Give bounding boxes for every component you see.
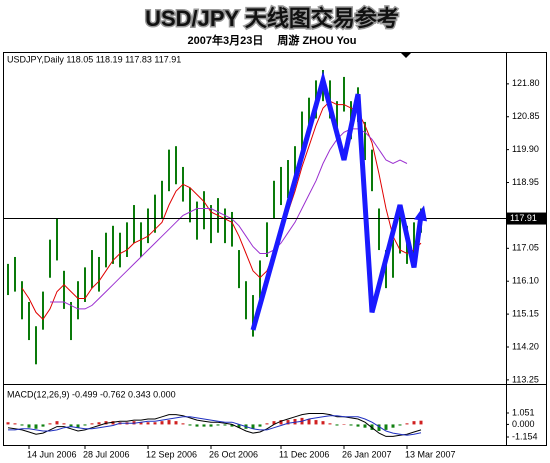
macd-bar	[48, 423, 52, 425]
y-tick-label: 120.85	[512, 111, 540, 121]
x-tick-label: 13 Mar 2007	[405, 449, 456, 459]
macd-bar	[251, 424, 255, 429]
macd-bar	[265, 423, 269, 425]
macd-bar	[398, 424, 402, 426]
chart-title-shadow: USD/JPY 天线图交易参考	[145, 6, 399, 31]
macd-bar	[34, 424, 38, 429]
y-tick-label: 119.90	[512, 144, 539, 154]
macd-bar	[139, 422, 143, 425]
macd-bar	[97, 422, 101, 425]
shift-marker	[401, 53, 411, 58]
macd-bar	[90, 423, 94, 425]
macd-bar	[405, 423, 409, 425]
x-tick-label: 26 Oct 2006	[209, 449, 258, 459]
macd-bar	[384, 424, 388, 430]
macd-bar	[132, 421, 136, 425]
macd-bar	[419, 420, 423, 425]
x-tick-label: 11 Dec 2006	[279, 449, 329, 459]
macd-bar	[174, 421, 178, 425]
moving-average	[50, 128, 408, 310]
macd-bar	[20, 424, 24, 426]
macd-bar	[230, 424, 234, 427]
macd-bar	[27, 424, 31, 428]
macd-bar	[160, 421, 164, 425]
macd-bar	[335, 424, 339, 426]
y-tick-label: 121.80	[512, 78, 540, 88]
macd-bar	[202, 424, 206, 427]
y-tick-label: 117.05	[512, 243, 539, 253]
macd-bar	[356, 424, 360, 427]
macd-bar	[321, 421, 325, 425]
macd-line	[7, 413, 422, 437]
current-price-box	[507, 212, 546, 225]
x-tick-label: 26 Jan 2007	[342, 449, 392, 459]
macd-bar	[237, 424, 241, 428]
macd-bar	[181, 423, 185, 425]
macd-bar	[328, 423, 332, 425]
macd-bar	[272, 421, 276, 425]
macd-bar	[412, 421, 416, 425]
y-tick-label: 115.15	[512, 308, 539, 318]
macd-bar	[167, 420, 171, 425]
macd-label: MACD(12,26,9) -0.499 -0.762 0.343 0.000	[7, 389, 176, 399]
y2-tick-label: 0.000	[512, 419, 535, 429]
macd-bar	[349, 424, 353, 426]
signal-line	[8, 415, 422, 436]
macd-bar	[307, 418, 311, 425]
macd-bar	[153, 422, 157, 425]
chart-subtitle: 2007年3月23日 周游 ZHOU You	[188, 33, 357, 47]
frame	[3, 52, 547, 446]
x-tick-label: 14 Jun 2006	[27, 449, 77, 459]
y-tick-label: 118.95	[512, 177, 539, 187]
x-tick-label: 28 Jul 2006	[83, 449, 130, 459]
current-price-label: 117.91	[510, 213, 537, 223]
macd-bar	[188, 424, 192, 426]
macd-bar	[69, 424, 73, 427]
macd-bar	[258, 424, 262, 427]
macd-bar	[76, 424, 80, 428]
macd-bar	[377, 424, 381, 431]
y2-tick-label: 1.051	[512, 407, 535, 417]
annotation-path	[250, 70, 424, 331]
macd-bar	[279, 420, 283, 425]
macd-bar	[6, 422, 10, 425]
y2-tick-label: -1.154	[512, 431, 538, 441]
annotation-arrow	[414, 205, 427, 222]
x-tick-label: 12 Sep 2006	[146, 449, 197, 459]
macd-bar	[286, 420, 290, 425]
macd-bar	[391, 424, 395, 428]
macd-bar	[314, 420, 318, 425]
macd-bar	[111, 421, 115, 425]
macd-bar	[83, 424, 87, 426]
y-tick-label: 114.20	[512, 341, 539, 351]
macd-bar	[146, 422, 150, 425]
macd-bar	[223, 424, 227, 426]
y-tick-label: 113.25	[512, 374, 539, 384]
y-tick-label: 116.10	[512, 276, 539, 286]
macd-bar	[62, 423, 66, 425]
macd-bar	[363, 424, 367, 428]
macd-bar	[13, 423, 17, 425]
macd-bar	[342, 424, 346, 425]
chart-title: USD/JPY 天线图交易参考	[145, 6, 399, 31]
legend-text: USDJPY,Daily 118.05 118.19 117.83 117.91	[7, 54, 181, 64]
macd-bar	[209, 424, 213, 427]
macd-bar	[55, 421, 59, 425]
macd-bar	[195, 424, 199, 427]
macd-bar	[41, 424, 45, 427]
macd-bar	[104, 421, 108, 425]
macd-bar	[216, 424, 220, 426]
